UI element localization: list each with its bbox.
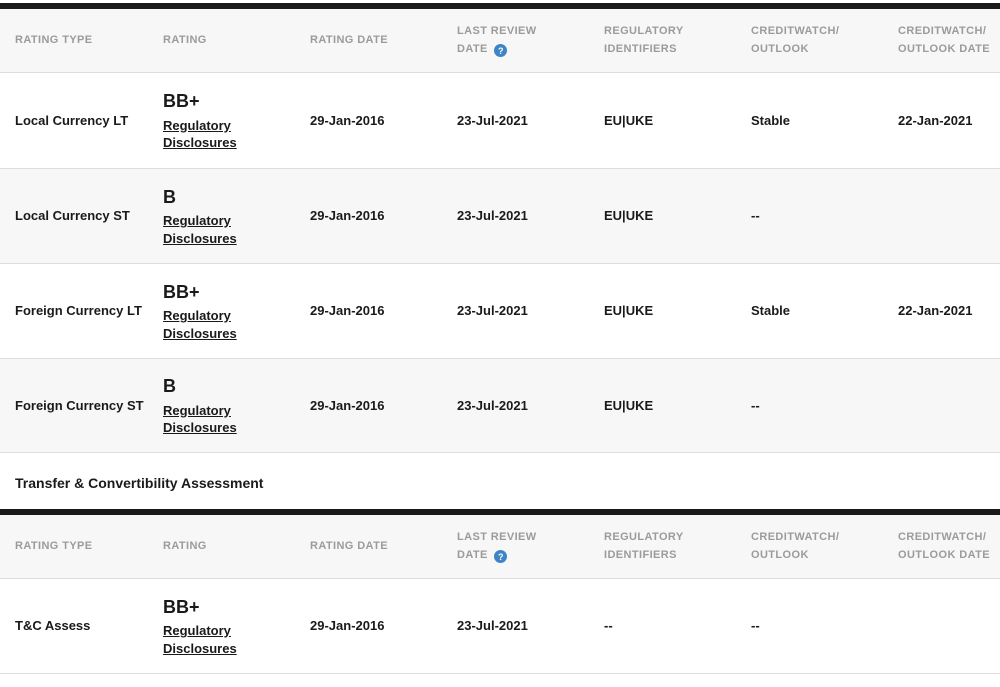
tc-assessment-table: RATING TYPE RATING RATING DATE LAST REVI… [0, 509, 1000, 674]
regulatory-identifiers-cell: EU|UKE [604, 397, 654, 413]
creditwatch-outlook-date-cell: 22-Jan-2021 [898, 303, 973, 319]
creditwatch-outlook-cell: Stable [751, 112, 791, 128]
info-icon[interactable]: ? [494, 44, 508, 58]
column-header-creditwatch-outlook: CREDITWATCH/ OUTLOOK [751, 24, 840, 55]
regulatory-disclosures-link[interactable]: Regulatory Disclosures [163, 213, 237, 246]
rating-cell: BB+ Regulatory Disclosures [163, 595, 310, 657]
rating-value: BB+ [163, 596, 200, 617]
column-header-last-review-date: LAST REVIEW DATE ? [457, 24, 537, 58]
last-review-date-cell: 23-Jul-2021 [457, 397, 528, 413]
table-row: Foreign Currency LT BB+ Regulatory Discl… [0, 263, 1000, 358]
rating-date-cell: 29-Jan-2016 [310, 208, 385, 224]
column-header-rating-date: RATING DATE [310, 539, 388, 552]
rating-cell: BB+ Regulatory Disclosures [163, 280, 310, 342]
info-icon[interactable]: ? [494, 550, 508, 564]
table-row: Local Currency LT BB+ Regulatory Disclos… [0, 73, 1000, 168]
regulatory-identifiers-cell: EU|UKE [604, 208, 654, 224]
regulatory-identifiers-cell: EU|UKE [604, 112, 654, 128]
column-header-rating-type: RATING TYPE [15, 33, 93, 46]
column-header-creditwatch-outlook-date: CREDITWATCH/ OUTLOOK DATE [898, 530, 990, 561]
regulatory-disclosures-link[interactable]: Regulatory Disclosures [163, 308, 237, 341]
ratings-table: RATING TYPE RATING RATING DATE LAST REVI… [0, 3, 1000, 453]
last-review-date-cell: 23-Jul-2021 [457, 618, 528, 634]
rating-date-cell: 29-Jan-2016 [310, 112, 385, 128]
rating-type-cell: Foreign Currency ST [15, 397, 144, 413]
column-header-rating: RATING [163, 33, 207, 46]
table-row: T&C Assess BB+ Regulatory Disclosures 29… [0, 579, 1000, 674]
creditwatch-outlook-date-cell: 22-Jan-2021 [898, 112, 973, 128]
rating-type-cell: Local Currency ST [15, 208, 130, 224]
creditwatch-outlook-cell: -- [751, 397, 760, 413]
column-header-rating-type: RATING TYPE [15, 539, 93, 552]
table-row: Local Currency ST B Regulatory Disclosur… [0, 168, 1000, 263]
rating-date-cell: 29-Jan-2016 [310, 618, 385, 634]
regulatory-identifiers-cell: EU|UKE [604, 303, 654, 319]
column-header-creditwatch-outlook-date: CREDITWATCH/ OUTLOOK DATE [898, 24, 990, 55]
ratings-table-header: RATING TYPE RATING RATING DATE LAST REVI… [0, 9, 1000, 73]
rating-date-cell: 29-Jan-2016 [310, 303, 385, 319]
rating-cell: BB+ Regulatory Disclosures [163, 89, 310, 151]
regulatory-disclosures-link[interactable]: Regulatory Disclosures [163, 623, 237, 656]
creditwatch-outlook-cell: -- [751, 618, 760, 634]
regulatory-disclosures-link[interactable]: Regulatory Disclosures [163, 117, 237, 151]
creditwatch-outlook-cell: -- [751, 208, 760, 224]
column-header-rating-date: RATING DATE [310, 33, 388, 46]
last-review-date-cell: 23-Jul-2021 [457, 208, 528, 224]
column-header-creditwatch-outlook: CREDITWATCH/ OUTLOOK [751, 530, 840, 561]
column-header-regulatory-identifiers: REGULATORY IDENTIFIERS [604, 24, 684, 55]
column-header-regulatory-identifiers: REGULATORY IDENTIFIERS [604, 530, 684, 561]
section-title: Transfer & Convertibility Assessment [15, 475, 264, 491]
regulatory-identifiers-cell: -- [604, 618, 613, 634]
table-row: Foreign Currency ST B Regulatory Disclos… [0, 358, 1000, 453]
rating-cell: B Regulatory Disclosures [163, 374, 310, 436]
column-header-rating: RATING [163, 539, 207, 552]
rating-cell: B Regulatory Disclosures [163, 185, 310, 247]
rating-type-cell: Local Currency LT [15, 112, 129, 128]
rating-value: BB+ [163, 281, 200, 302]
column-header-last-review-date: LAST REVIEW DATE ? [457, 530, 537, 564]
rating-date-cell: 29-Jan-2016 [310, 397, 385, 413]
tc-table-header: RATING TYPE RATING RATING DATE LAST REVI… [0, 515, 1000, 579]
rating-type-cell: T&C Assess [15, 618, 91, 634]
rating-type-cell: Foreign Currency LT [15, 303, 142, 319]
creditwatch-outlook-cell: Stable [751, 303, 791, 319]
regulatory-disclosures-link[interactable]: Regulatory Disclosures [163, 402, 237, 436]
rating-value: BB+ [163, 91, 200, 112]
rating-value: B [163, 186, 176, 207]
last-review-date-cell: 23-Jul-2021 [457, 112, 528, 128]
last-review-date-cell: 23-Jul-2021 [457, 303, 528, 319]
rating-value: B [163, 376, 176, 397]
